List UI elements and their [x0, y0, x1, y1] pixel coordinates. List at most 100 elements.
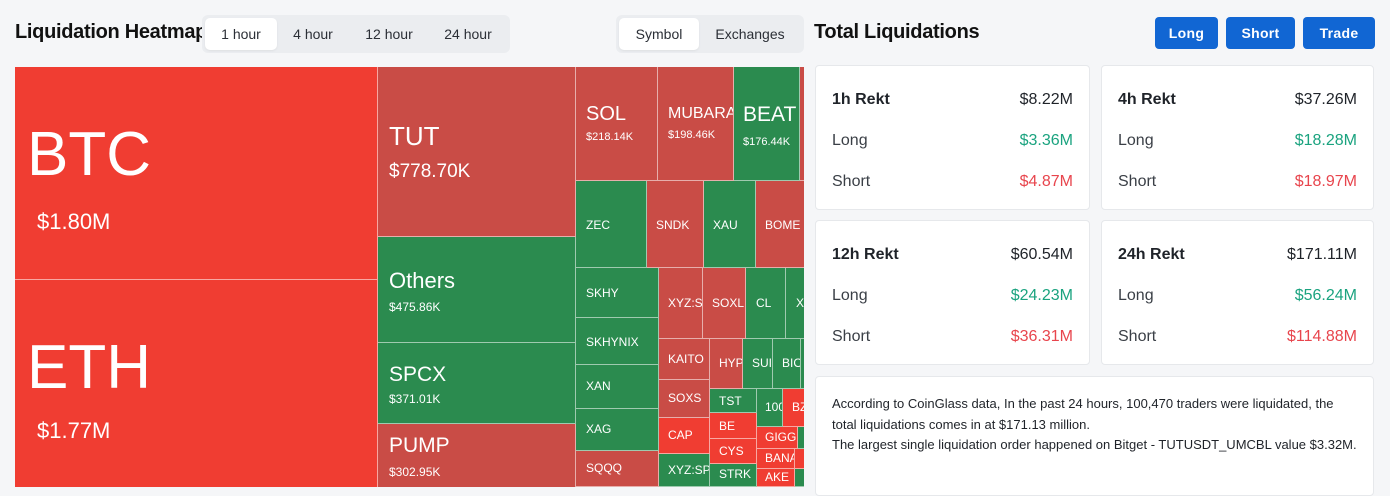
tile-xag[interactable]: XAG [576, 409, 659, 451]
tile-xau[interactable]: XAU [704, 181, 756, 268]
rekt-total: $8.22M [1019, 91, 1073, 108]
long-label: Long [1118, 132, 1154, 149]
tile-name: CAP [668, 428, 693, 442]
tile-unlabeled[interactable] [795, 449, 804, 469]
short-label: Short [1118, 328, 1157, 345]
tile-name: BANA [765, 451, 795, 465]
rekt-long-row: Long $56.24M [1118, 287, 1357, 305]
tile-value: $1.77M [37, 418, 111, 443]
tab-1-hour[interactable]: 1 hour [205, 18, 277, 50]
long-value: $18.28M [1294, 132, 1357, 149]
tab-exchanges[interactable]: Exchanges [715, 26, 785, 42]
short-label: Short [832, 173, 871, 190]
tile-be[interactable]: BE [710, 413, 757, 439]
tile-sndk[interactable]: SNDK [647, 181, 704, 268]
tile-name: XAN [586, 379, 611, 393]
rekt-total: $171.11M [1287, 246, 1357, 263]
tile-bome[interactable]: BOME [756, 181, 804, 268]
rekt-long-row: Long $24.23M [832, 287, 1073, 305]
long-button[interactable]: Long [1155, 17, 1218, 49]
tile-cys[interactable]: CYS [710, 439, 757, 464]
tile-unlabeled[interactable] [801, 339, 804, 389]
short-value: $18.97M [1294, 173, 1357, 190]
tile-bio[interactable]: BIO [773, 339, 801, 389]
tab-12-hour[interactable]: 12 hour [365, 26, 413, 42]
tile-beat[interactable]: BEAT $176.44K [734, 67, 800, 181]
tile-btc[interactable]: BTC $1.80M [15, 67, 378, 280]
long-value: $56.24M [1294, 287, 1357, 304]
rekt-label: 4h Rekt [1118, 91, 1176, 108]
rekt-total-row: 4h Rekt $37.26M [1118, 91, 1357, 109]
rekt-long-row: Long $3.36M [832, 132, 1073, 150]
rekt-label: 12h Rekt [832, 246, 899, 263]
tile-name: STRK [719, 467, 752, 481]
tile-unlabeled[interactable] [795, 469, 804, 487]
tile-hype[interactable]: HYPE [710, 339, 743, 389]
tile-ake[interactable]: AKE [757, 469, 795, 487]
tile-pump[interactable]: PUMP $302.95K [378, 424, 576, 487]
tab-symbol[interactable]: Symbol [619, 18, 699, 50]
tile-xyz-skhx[interactable]: XYZ:SKHX [659, 268, 703, 339]
liquidation-treemap: BTC $1.80M ETH $1.77M TUT $778.70K Other… [15, 67, 804, 487]
timeframe-tabs: 1 hour 4 hour 12 hour 24 hour [202, 15, 510, 53]
tile-cl[interactable]: CL [746, 268, 786, 339]
rekt-long-row: Long $18.28M [1118, 132, 1357, 150]
rekt-card-12h: 12h Rekt $60.54M Long $24.23M Short $36.… [815, 220, 1090, 365]
tile-strk[interactable]: STRK [710, 464, 757, 487]
tile-value: $1.80M [37, 209, 111, 234]
tile-others[interactable]: Others $475.86K [378, 237, 576, 343]
short-button[interactable]: Short [1226, 17, 1295, 49]
tile-name: GIGG [765, 430, 797, 444]
tile-value: $475.86K [389, 300, 441, 314]
tile-bz[interactable]: BZ [783, 389, 804, 427]
tile-xan[interactable]: XAN [576, 365, 659, 409]
rekt-label: 1h Rekt [832, 91, 890, 108]
tile-skhy[interactable]: SKHY [576, 268, 659, 318]
tile-sol[interactable]: SOL $218.14K [576, 67, 658, 181]
tile-name: ETH [27, 333, 151, 402]
tile-name: BE [719, 419, 736, 433]
rekt-total-row: 1h Rekt $8.22M [832, 91, 1073, 109]
tile-x[interactable]: X [786, 268, 804, 339]
tile-name: SNDK [656, 218, 690, 232]
tile-sui[interactable]: SUI [743, 339, 773, 389]
tile-tut[interactable]: TUT $778.70K [378, 67, 576, 237]
tile-name: HYPE [719, 356, 743, 370]
tile-spcx[interactable]: SPCX $371.01K [378, 343, 576, 424]
tab-24-hour[interactable]: 24 hour [444, 26, 492, 42]
tile-mubarak[interactable]: MUBARAK $198.46K [658, 67, 734, 181]
tile-value: $198.46K [668, 129, 716, 141]
rekt-total: $37.26M [1294, 91, 1357, 108]
tile-tst[interactable]: TST [710, 389, 757, 413]
total-liquidations-title: Total Liquidations [814, 21, 980, 43]
tile-unlabeled[interactable] [800, 67, 804, 181]
tile-100[interactable]: 100 [757, 389, 783, 427]
tile-name: SUI [752, 356, 773, 370]
tile-cap[interactable]: CAP [659, 418, 710, 454]
long-value: $3.36M [1019, 132, 1073, 149]
tile-value: $302.95K [389, 465, 441, 479]
tile-name: SOXS [668, 391, 702, 405]
tile-name: BZ [792, 400, 804, 414]
tile-bana[interactable]: BANA [757, 449, 795, 469]
tile-kaito[interactable]: KAITO [659, 339, 710, 380]
long-label: Long [832, 132, 868, 149]
tile-name: SOL [586, 103, 627, 125]
tile-gigg[interactable]: GIGG [757, 427, 798, 449]
tile-soxl[interactable]: SOXL [703, 268, 746, 339]
tile-soxs[interactable]: SOXS [659, 380, 710, 418]
short-label: Short [832, 328, 871, 345]
tile-name: BEAT [743, 103, 797, 126]
tab-4-hour[interactable]: 4 hour [293, 26, 333, 42]
tile-unlabeled[interactable] [798, 427, 804, 449]
short-label: Short [1118, 173, 1157, 190]
tile-xyz-sp[interactable]: XYZ:SP [659, 454, 710, 487]
tile-zec[interactable]: ZEC [576, 181, 647, 268]
trade-button[interactable]: Trade [1303, 17, 1375, 49]
tile-skhynix[interactable]: SKHYNIX [576, 318, 659, 365]
tile-sqqq[interactable]: SQQQ [576, 451, 659, 487]
tile-name: 100 [765, 400, 782, 414]
tile-eth[interactable]: ETH $1.77M [15, 280, 378, 487]
tile-name: Others [389, 268, 456, 293]
long-value: $24.23M [1010, 287, 1073, 304]
